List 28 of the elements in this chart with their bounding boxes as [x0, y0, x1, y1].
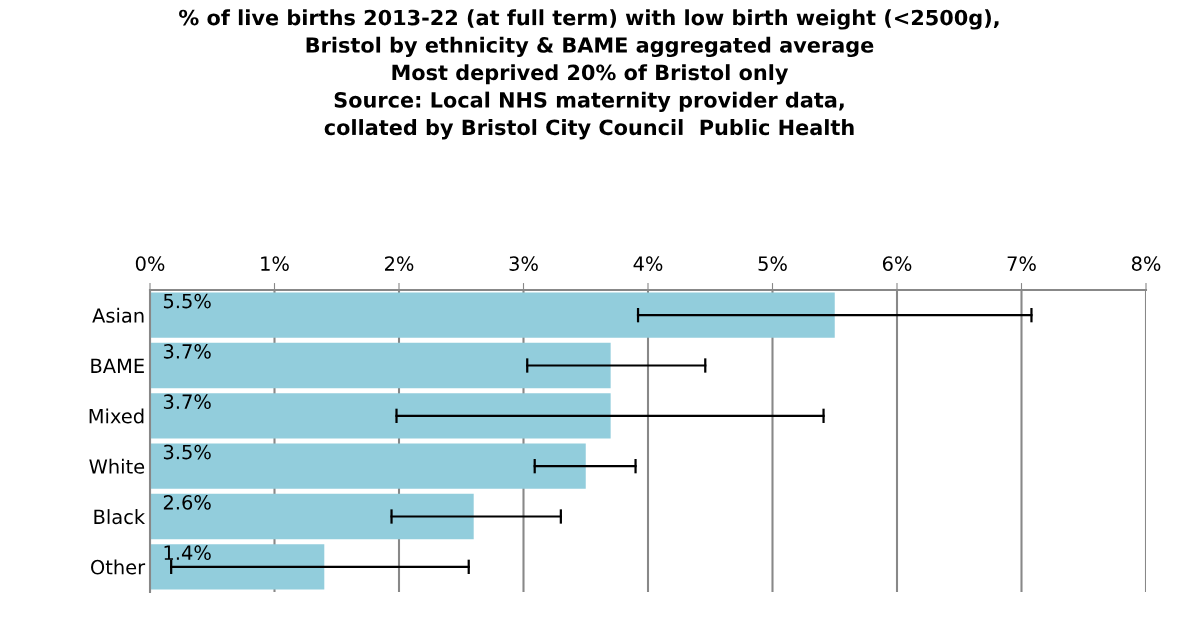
bar	[150, 393, 611, 439]
y-tick-label: Black	[94, 509, 146, 525]
x-tick-label: 2%	[385, 256, 414, 271]
x-tick-label: 6%	[882, 256, 912, 271]
x-tick-label: 8%	[1131, 256, 1161, 271]
x-tick-label: 0%	[135, 256, 165, 271]
data-label: 2.6%	[163, 495, 211, 510]
x-tick-label: 5%	[758, 256, 787, 271]
x-tick-label: 1%	[261, 256, 289, 271]
data-label: 3.7%	[163, 394, 211, 410]
bar	[150, 342, 611, 389]
y-tick-label: White	[89, 458, 145, 474]
y-tick-label: BAME	[91, 358, 144, 373]
data-label: 3.7%	[163, 344, 211, 359]
y-tick-label: Asian	[92, 307, 144, 323]
bar	[150, 544, 325, 590]
data-label: 5.5%	[163, 293, 211, 309]
data-label: 3.5%	[163, 444, 211, 460]
y-tick-label: Other	[91, 559, 146, 575]
y-tick-label: Mixed	[89, 408, 144, 424]
bar	[150, 493, 474, 540]
bar	[150, 292, 835, 338]
x-tick-label: 7%	[1007, 256, 1036, 271]
chart-title: % of live births 2013-22 (at full term) with low birth weight (<2500g), Bristol by ethnicity & BAME aggregated average Most deprived 20% of Bristol only Source: Local NHS maternity provider data, collated by Bristol City Council Public Health	[179, 9, 999, 140]
data-label: 1.4%	[164, 545, 211, 561]
bar	[150, 443, 586, 489]
x-tick-label: 3%	[509, 256, 538, 271]
x-tick-label: 4%	[633, 256, 663, 271]
